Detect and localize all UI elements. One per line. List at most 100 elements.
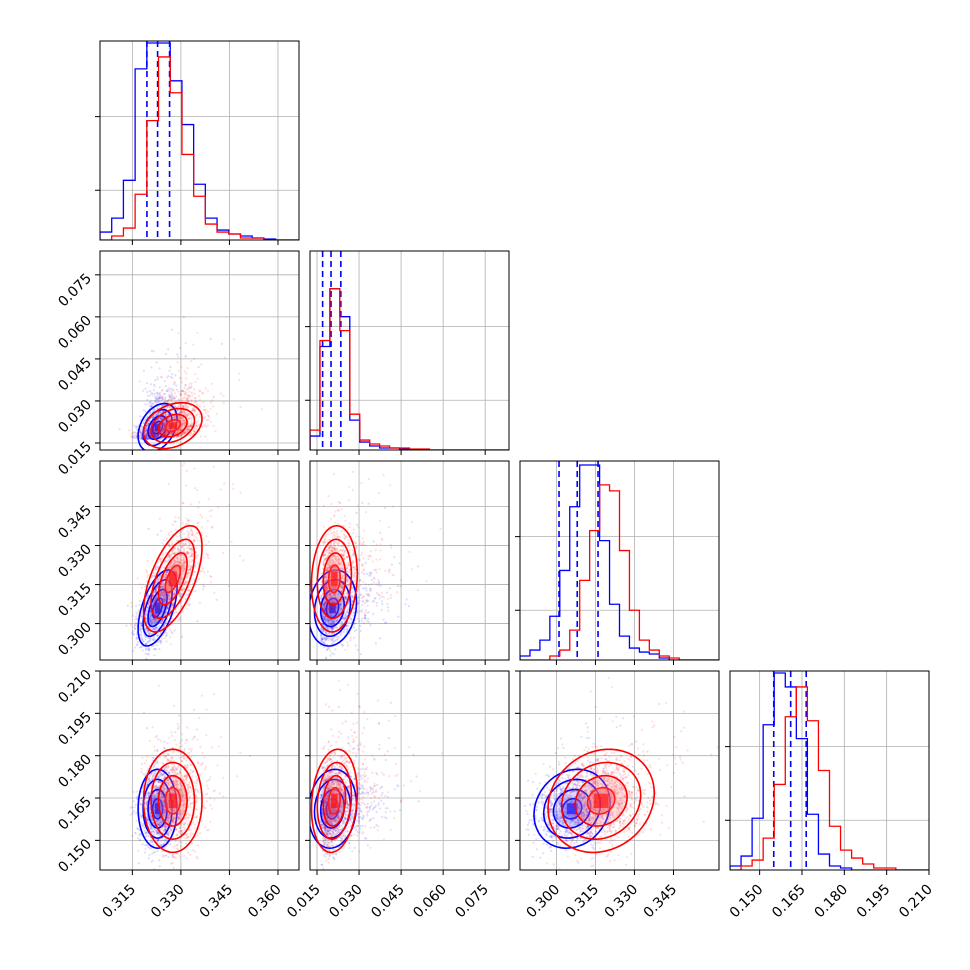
y-tick-label: 0.060 bbox=[55, 313, 95, 353]
y-tick-label: 0.180 bbox=[55, 751, 95, 791]
y-tick-label: 0.210 bbox=[55, 667, 95, 707]
panel-3-0 bbox=[95, 670, 300, 875]
panel-frame bbox=[99, 670, 300, 871]
scatter-1-1-0 bbox=[128, 331, 264, 438]
x-tick-label: 0.015 bbox=[284, 882, 324, 922]
x-tick-label: 0.330 bbox=[602, 882, 642, 922]
density-core-1 bbox=[331, 571, 338, 587]
contour-0-0 bbox=[151, 420, 164, 435]
density-core-0 bbox=[154, 803, 161, 815]
contour-1-0 bbox=[164, 786, 182, 815]
panel-frame bbox=[519, 460, 720, 661]
panel-3-2 bbox=[515, 670, 720, 875]
x-tick-label: 0.330 bbox=[148, 882, 188, 922]
panel-2-1 bbox=[305, 460, 510, 665]
contour-0-2 bbox=[142, 578, 173, 638]
contour-1-1 bbox=[574, 774, 628, 827]
panel-frame bbox=[519, 670, 720, 871]
density-core-1 bbox=[331, 793, 338, 809]
contour-0-3 bbox=[310, 569, 358, 647]
y-tick-label: 0.300 bbox=[55, 619, 95, 659]
histogram-0-0 bbox=[100, 42, 299, 240]
panel-3-1 bbox=[305, 670, 510, 875]
contour-1-1 bbox=[157, 413, 188, 438]
density-core-0 bbox=[566, 803, 578, 815]
x-tick-label: 0.345 bbox=[641, 882, 681, 922]
panel-1-1 bbox=[305, 250, 510, 455]
x-tick-label: 0.180 bbox=[811, 882, 851, 922]
histogram-1-2 bbox=[520, 484, 719, 660]
contour-0-2 bbox=[542, 778, 602, 839]
panel-frame bbox=[99, 40, 300, 241]
contour-1-2 bbox=[316, 538, 353, 620]
contour-1-2 bbox=[316, 761, 353, 840]
x-tick-label: 0.210 bbox=[896, 882, 936, 922]
panel-frame bbox=[309, 250, 510, 451]
density-core-1 bbox=[168, 422, 177, 429]
y-tick-label: 0.030 bbox=[55, 397, 95, 437]
contour-1-3 bbox=[310, 524, 359, 633]
y-tick-label: 0.150 bbox=[55, 836, 95, 876]
contour-0-1 bbox=[552, 788, 592, 829]
contour-0-0 bbox=[325, 597, 340, 619]
x-tick-label: 0.345 bbox=[197, 882, 237, 922]
density-core-1 bbox=[168, 571, 177, 587]
y-tick-label: 0.195 bbox=[55, 709, 95, 749]
x-tick-label: 0.030 bbox=[326, 882, 366, 922]
x-tick-label: 0.060 bbox=[410, 882, 450, 922]
contour-1-3 bbox=[547, 748, 656, 854]
x-tick-label: 0.300 bbox=[524, 882, 564, 922]
panel-0-0 bbox=[95, 40, 300, 245]
contour-1-2 bbox=[150, 538, 196, 620]
y-tick-label: 0.075 bbox=[55, 271, 95, 311]
contour-1-0 bbox=[586, 786, 616, 815]
contour-1-3 bbox=[142, 525, 203, 633]
y-tick-label: 0.330 bbox=[55, 541, 95, 581]
contour-1-1 bbox=[322, 552, 347, 606]
density-core-0 bbox=[154, 424, 161, 431]
contour-1-3 bbox=[142, 401, 203, 450]
contour-0-1 bbox=[147, 788, 168, 829]
contour-1-0 bbox=[327, 564, 341, 594]
panel-2-0 bbox=[95, 460, 300, 665]
panel-2-2 bbox=[515, 460, 720, 665]
histogram-1-3 bbox=[730, 686, 929, 870]
x-tick-label: 0.195 bbox=[854, 882, 894, 922]
y-tick-label: 0.165 bbox=[55, 794, 95, 834]
panel-frame bbox=[309, 670, 510, 871]
panel-1-0 bbox=[95, 250, 300, 455]
contour-0-1 bbox=[147, 588, 168, 628]
x-tick-label: 0.075 bbox=[452, 882, 492, 922]
histogram-1-0 bbox=[100, 56, 299, 240]
contour-1-2 bbox=[560, 761, 642, 840]
panel-frame bbox=[729, 670, 930, 871]
contour-1-2 bbox=[150, 761, 196, 841]
x-tick-label: 0.315 bbox=[100, 882, 140, 922]
contour-1-3 bbox=[142, 748, 203, 854]
histogram-0-3 bbox=[730, 672, 929, 870]
panel-frame bbox=[99, 460, 300, 661]
contour-1-0 bbox=[327, 786, 341, 815]
contour-0-3 bbox=[310, 768, 358, 850]
contour-0-1 bbox=[319, 588, 346, 628]
density-core-1 bbox=[593, 793, 609, 809]
x-tick-label: 0.045 bbox=[368, 882, 408, 922]
contour-1-1 bbox=[322, 774, 347, 827]
panel-frame bbox=[309, 460, 510, 661]
density-core-0 bbox=[329, 602, 336, 614]
x-tick-label: 0.360 bbox=[245, 882, 285, 922]
contour-0-3 bbox=[137, 768, 178, 850]
contour-1-1 bbox=[157, 552, 188, 606]
contour-0-3 bbox=[137, 569, 178, 647]
y-tick-label: 0.045 bbox=[55, 355, 95, 395]
contour-1-3 bbox=[310, 748, 359, 854]
x-tick-label: 0.165 bbox=[769, 882, 809, 922]
histogram-1-1 bbox=[310, 288, 509, 450]
contour-1-0 bbox=[164, 419, 182, 433]
y-tick-label: 0.345 bbox=[55, 502, 95, 542]
panel-3-3 bbox=[725, 670, 930, 875]
contour-1-2 bbox=[150, 407, 196, 444]
density-core-1 bbox=[168, 793, 177, 809]
contour-1-1 bbox=[157, 774, 188, 827]
